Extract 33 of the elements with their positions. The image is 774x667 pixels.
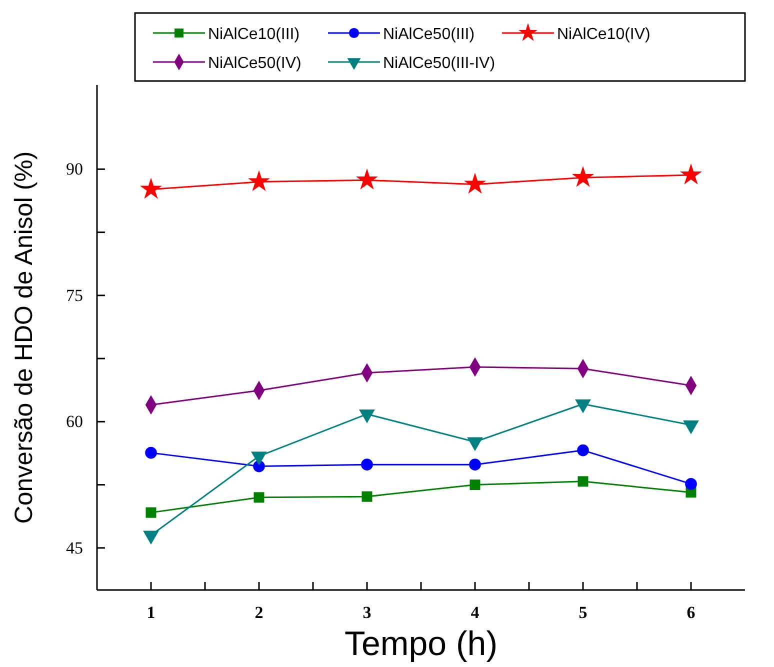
legend-label: NiAlCe50(III) — [383, 26, 475, 43]
point — [578, 476, 588, 487]
y-tick-label: 75 — [66, 286, 83, 305]
point — [680, 164, 702, 184]
y-tick-label: 90 — [66, 160, 83, 179]
x-tick-label: 5 — [578, 603, 588, 622]
point — [146, 507, 156, 518]
x-tick-label: 3 — [362, 603, 372, 622]
x-axis-title: Tempo (h) — [344, 625, 498, 663]
legend-label: NiAlCe50(III-IV) — [383, 55, 496, 72]
point — [685, 478, 697, 490]
point — [577, 444, 589, 456]
legend-label: NiAlCe50(IV) — [208, 55, 302, 72]
point — [145, 446, 157, 459]
point — [470, 480, 480, 490]
x-tick-label: 4 — [470, 603, 480, 622]
point — [140, 178, 162, 199]
point — [254, 492, 264, 503]
point — [356, 168, 378, 190]
point — [464, 172, 486, 194]
x-tick-label: 6 — [686, 603, 696, 622]
legend-label: NiAlCe10(IV) — [557, 26, 650, 43]
x-tick-label: 2 — [254, 603, 264, 622]
legend-label: NiAlCe10(III) — [208, 26, 300, 43]
point — [572, 166, 594, 187]
x-tick-label: 1 — [146, 603, 156, 622]
y-tick-label: 60 — [66, 412, 83, 432]
point — [469, 458, 481, 470]
point — [248, 170, 270, 192]
point — [362, 491, 372, 502]
y-tick-label: 45 — [66, 538, 83, 558]
y-axis-title: Conversão de HDO de Anisol (%) — [10, 151, 38, 524]
point — [361, 458, 373, 470]
